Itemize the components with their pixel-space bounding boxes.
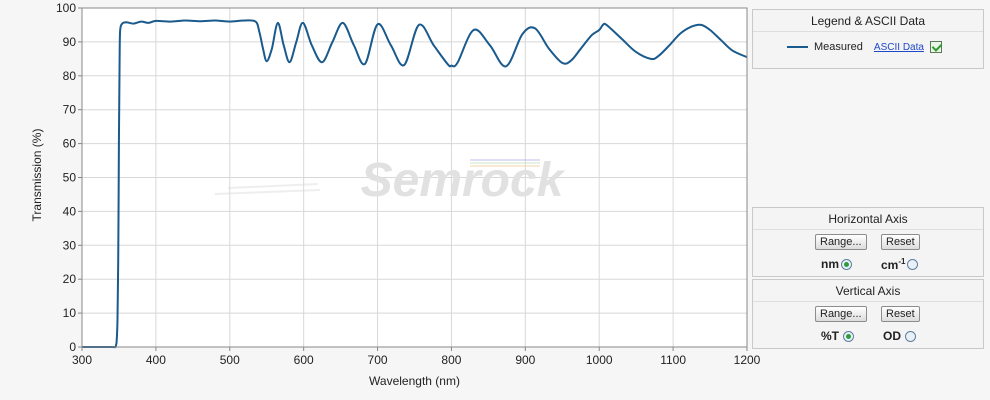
y-tick-label: 80 xyxy=(63,69,77,83)
legend-panel: Legend & ASCII Data Measured ASCII Data xyxy=(752,9,984,69)
x-tick-label: 800 xyxy=(441,353,461,367)
y-tick-label: 0 xyxy=(69,340,76,354)
x-tick-label: 1100 xyxy=(660,353,686,367)
x-tick-label: 400 xyxy=(146,353,166,367)
y-tick-label: 30 xyxy=(63,238,77,252)
legend-series-label: Measured xyxy=(814,41,863,53)
horizontal-range-button[interactable]: Range... xyxy=(815,234,867,250)
unit-cm-radio[interactable] xyxy=(907,259,919,270)
vertical-reset-button[interactable]: Reset xyxy=(881,306,920,322)
scale-od-option[interactable]: OD xyxy=(883,329,916,343)
axis-ticks: 300 400 500 600 700 800 900 1000 1100 1200 0 10 20 30… xyxy=(56,1,761,367)
series-line-measured xyxy=(81,19,748,349)
vertical-range-button[interactable]: Range... xyxy=(815,306,867,322)
show-series-checkbox[interactable] xyxy=(929,41,942,53)
legend-line-swatch xyxy=(787,46,808,48)
scale-od-radio[interactable] xyxy=(905,330,916,342)
grid xyxy=(82,8,747,347)
horizontal-axis-panel: Horizontal Axis Range... Reset nm cm-1 xyxy=(752,207,984,277)
unit-nm-label: nm xyxy=(821,257,839,271)
unit-nm-radio[interactable] xyxy=(841,258,852,270)
x-tick-label: 300 xyxy=(72,353,92,367)
y-tick-label: 50 xyxy=(63,171,77,185)
horizontal-axis-title: Horizontal Axis xyxy=(753,208,983,230)
y-tick-label: 40 xyxy=(63,204,77,218)
y-tick-label: 60 xyxy=(63,137,77,151)
x-tick-label: 1000 xyxy=(586,353,613,367)
vertical-axis-panel: Vertical Axis Range... Reset %T OD xyxy=(752,279,984,349)
scale-percent-t-option[interactable]: %T xyxy=(821,329,854,343)
y-axis-label: Transmission (%) xyxy=(30,128,44,222)
scale-percent-t-radio[interactable] xyxy=(843,330,854,342)
y-tick-label: 10 xyxy=(63,306,77,320)
x-tick-label: 1200 xyxy=(734,353,761,367)
y-tick-label: 100 xyxy=(56,1,76,15)
scale-od-label: OD xyxy=(883,329,901,343)
watermark-swoosh xyxy=(214,159,540,195)
legend-row: Measured ASCII Data xyxy=(787,41,942,53)
unit-nm-option[interactable]: nm xyxy=(821,257,852,271)
scale-percent-t-label: %T xyxy=(821,329,839,343)
ascii-data-link[interactable]: ASCII Data xyxy=(873,41,924,53)
y-tick-label: 70 xyxy=(63,103,77,117)
x-tick-label: 600 xyxy=(294,353,314,367)
vertical-axis-title: Vertical Axis xyxy=(753,280,983,302)
y-tick-label: 90 xyxy=(63,35,77,49)
x-tick-label: 700 xyxy=(368,353,388,367)
x-axis-label: Wavelength (nm) xyxy=(369,374,460,388)
unit-cm-label: cm-1 xyxy=(881,257,906,272)
legend-panel-title: Legend & ASCII Data xyxy=(753,10,983,32)
x-tick-label: 500 xyxy=(220,353,240,367)
y-axis-label-wrap: Transmission (%) xyxy=(29,0,45,350)
semrock-watermark: Semrock xyxy=(361,154,566,207)
series-layer xyxy=(81,19,748,349)
y-tick-label: 20 xyxy=(63,272,77,286)
horizontal-reset-button[interactable]: Reset xyxy=(881,234,920,250)
unit-cm-option[interactable]: cm-1 xyxy=(881,257,919,272)
x-tick-label: 900 xyxy=(515,353,535,367)
